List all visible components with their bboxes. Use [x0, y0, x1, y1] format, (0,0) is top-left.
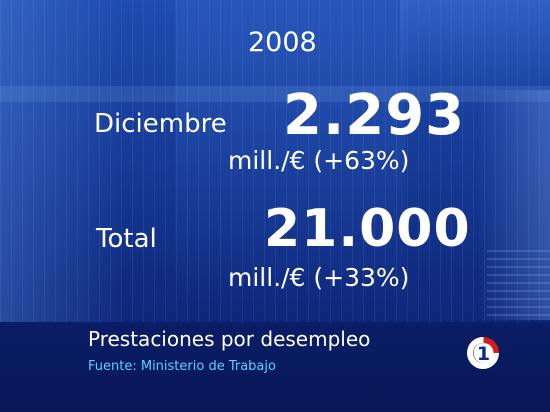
row-label-total: Total [96, 224, 157, 254]
row-value-december: 2.293 [283, 83, 466, 148]
logo-ring [467, 336, 499, 369]
row-unit-december: mill./€ (+63%) [228, 146, 410, 175]
row-unit-total: mill./€ (+33%) [228, 263, 410, 292]
background-panel [0, 0, 120, 330]
caption-source: Fuente: Ministerio de Trabajo [88, 359, 276, 374]
row-label-december: Diciembre [94, 109, 227, 139]
year-heading: 2008 [248, 27, 317, 58]
la1-channel-logo-icon: 1 [467, 336, 499, 369]
logo-accent [483, 337, 499, 353]
background-panel [478, 90, 550, 320]
caption-title: Prestaciones por desempleo [88, 327, 371, 351]
row-value-total: 21.000 [264, 199, 471, 259]
background-panel [400, 0, 550, 95]
background-stripes [487, 250, 550, 330]
logo-digit: 1 [477, 343, 490, 365]
logo-core [473, 343, 494, 363]
background-band [0, 86, 550, 102]
